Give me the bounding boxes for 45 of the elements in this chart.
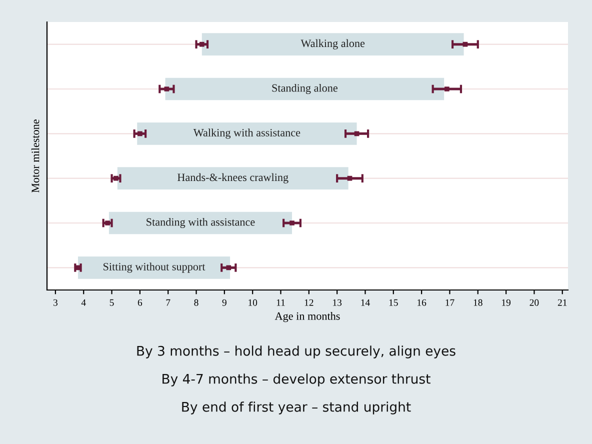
y-tick-label: Standing with assistance xyxy=(146,218,255,228)
x-tick-label: 16 xyxy=(418,299,426,306)
bar xyxy=(137,122,357,145)
bar xyxy=(117,167,348,190)
x-tick-label: 10 xyxy=(248,299,258,306)
point xyxy=(290,220,294,226)
y-tick-label: Hands-&-knees crawling xyxy=(177,173,288,184)
point xyxy=(462,42,468,47)
x-tick-label: 11 xyxy=(276,299,285,306)
x-tick-label: 3 xyxy=(53,299,58,306)
x-tick-label: 15 xyxy=(389,299,398,306)
text: By end of first year – stand upright xyxy=(182,402,411,414)
x-axis-title: Age in months xyxy=(274,312,340,322)
x-tick-label: 5 xyxy=(110,299,114,306)
x-tick-label: 20 xyxy=(530,299,539,306)
point xyxy=(164,86,170,92)
x-tick-label: 21 xyxy=(558,299,567,306)
y-tick-label: Standing alone xyxy=(272,84,338,94)
x-tick-label: 4 xyxy=(81,299,86,306)
point xyxy=(354,131,360,136)
y-tick-label: Walking alone xyxy=(300,39,365,50)
x-tick-label: 17 xyxy=(446,299,454,306)
bar xyxy=(108,212,292,234)
x-tick-label: 6 xyxy=(138,299,142,306)
x-tick-label: 7 xyxy=(166,299,170,306)
point xyxy=(444,86,450,92)
point xyxy=(347,176,352,181)
x-tick-label: 8 xyxy=(194,299,198,306)
y-tick-label: Sitting without support xyxy=(104,262,206,273)
bar xyxy=(202,33,464,56)
point xyxy=(226,265,232,270)
x-tick-label: 18 xyxy=(474,299,482,306)
x-tick-label: 19 xyxy=(502,299,511,306)
x-tick-label: 9 xyxy=(222,299,226,306)
bar xyxy=(165,78,444,100)
bar xyxy=(78,256,230,279)
y-axis-title: Motor milestone xyxy=(31,120,40,193)
text: By 4-7 months – develop extensor thrust xyxy=(162,374,430,386)
text: By 3 months – hold head up securely, align eyes xyxy=(137,346,456,358)
x-tick-label: 12 xyxy=(304,299,314,306)
point xyxy=(199,42,204,47)
y-tick-label: Walking with assistance xyxy=(193,128,300,139)
point xyxy=(138,131,142,136)
x-tick-label: 13 xyxy=(333,299,342,306)
x-tick-label: 14 xyxy=(361,299,370,306)
